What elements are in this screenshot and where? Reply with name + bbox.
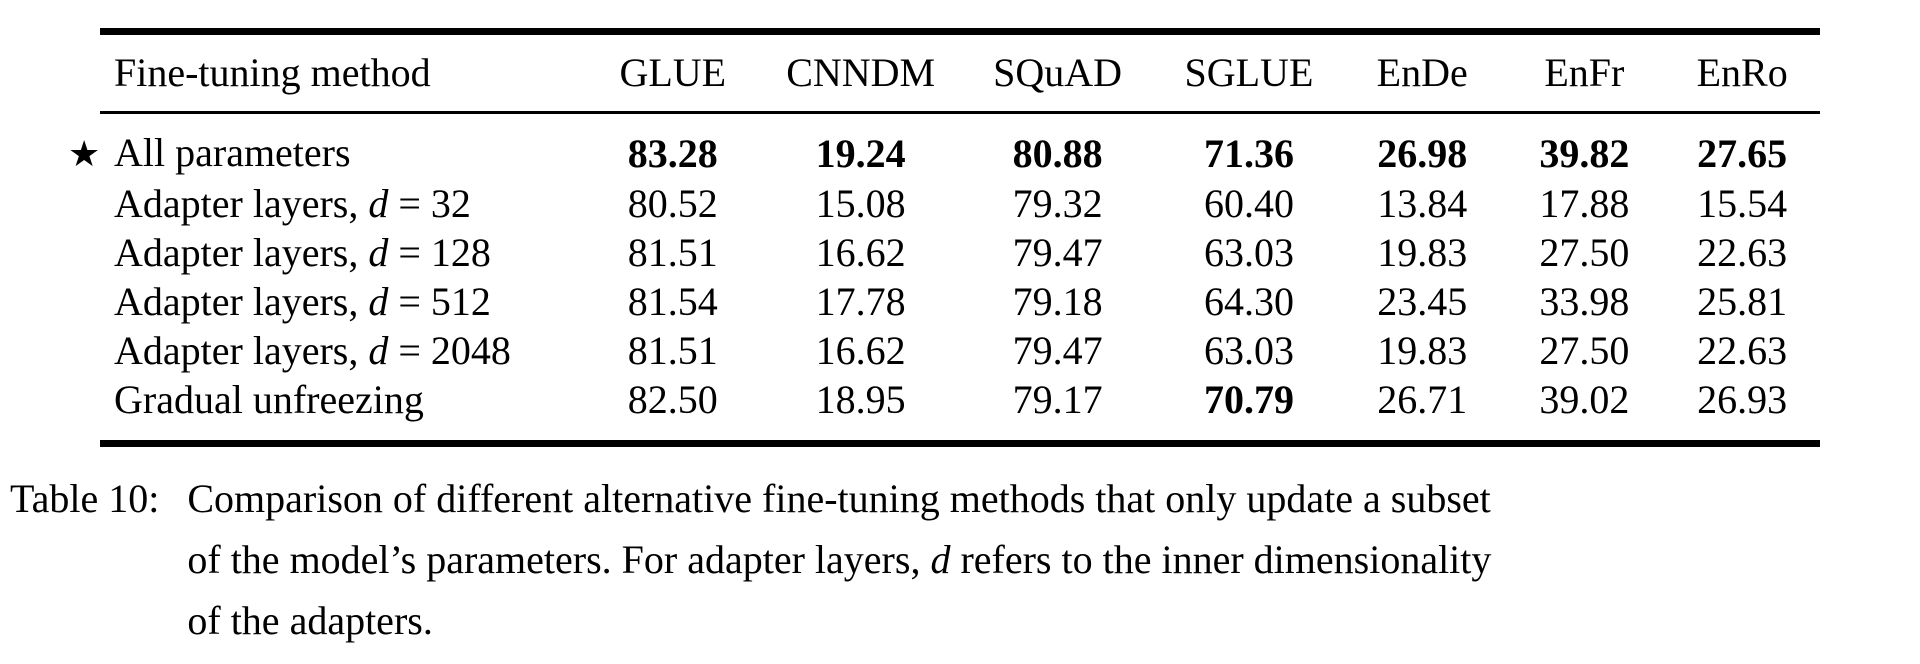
value-cell: 79.18	[1012, 279, 1103, 324]
method-label: Gradual unfreezing	[114, 377, 424, 422]
column-header-glue: GLUE	[581, 31, 764, 114]
caption-line: Comparison of different alternative fine…	[187, 476, 1491, 521]
value-cell: 79.32	[1012, 181, 1103, 226]
value-cell: 33.98	[1539, 279, 1630, 324]
star-icon: ★	[68, 134, 101, 174]
value-cell: 16.62	[815, 230, 906, 275]
table-row: Gradual unfreezing 82.50 18.95 79.17 70.79 26…	[100, 375, 1820, 444]
value-cell: 27.50	[1539, 230, 1630, 275]
table-caption: Table 10: Comparison of different altern…	[10, 468, 1491, 651]
value-cell: 26.93	[1697, 377, 1788, 422]
value-cell: 79.17	[1012, 377, 1103, 422]
value-cell: 81.54	[627, 279, 718, 324]
value-cell: 23.45	[1377, 279, 1468, 324]
value-cell: 79.47	[1012, 230, 1103, 275]
table-row: Adapter layers, d = 128 81.51 16.62 79.47 63…	[100, 228, 1820, 277]
method-cell: Gradual unfreezing	[100, 375, 582, 444]
method-label: Adapter layers, d = 32	[114, 181, 471, 226]
method-cell: Adapter layers, d = 128	[100, 228, 582, 277]
value-cell: 39.82	[1539, 131, 1630, 176]
value-cell: 19.24	[815, 131, 906, 176]
caption-label: Table 10:	[10, 476, 160, 521]
method-label: Adapter layers, d = 512	[114, 279, 491, 324]
caption-text: Comparison of different alternative fine…	[187, 468, 1491, 651]
column-header-enfr: EnFr	[1504, 31, 1665, 114]
value-cell: 18.95	[815, 377, 906, 422]
value-cell: 80.52	[627, 181, 718, 226]
value-cell: 79.47	[1012, 328, 1103, 373]
table-header-row: Fine-tuning method GLUE CNNDM SQuAD SGLUE EnD…	[100, 31, 1820, 114]
value-cell: 80.88	[1012, 131, 1103, 176]
value-cell: 63.03	[1203, 328, 1294, 373]
method-cell: ★ All parameters	[68, 113, 582, 180]
column-header-squad: SQuAD	[957, 31, 1158, 114]
value-cell: 27.50	[1539, 328, 1630, 373]
column-header-enro: EnRo	[1664, 31, 1820, 114]
method-label: Adapter layers, d = 128	[114, 230, 491, 275]
caption-line: of the adapters.	[187, 598, 433, 643]
value-cell: 22.63	[1697, 230, 1788, 275]
method-label: Adapter layers, d = 2048	[114, 328, 511, 373]
value-cell: 63.03	[1203, 230, 1294, 275]
value-cell: 19.83	[1377, 328, 1468, 373]
column-header-sglue: SGLUE	[1157, 31, 1341, 114]
value-cell: 64.30	[1203, 279, 1294, 324]
caption-line: of the model’s parameters. For adapter l…	[187, 537, 1492, 582]
value-cell: 15.08	[815, 181, 906, 226]
table-row: Adapter layers, d = 32 80.52 15.08 79.32 60.…	[100, 179, 1820, 228]
method-label: All parameters	[114, 130, 351, 175]
value-cell: 16.62	[815, 328, 906, 373]
value-cell: 26.71	[1377, 377, 1468, 422]
value-cell: 83.28	[627, 131, 718, 176]
value-cell: 27.65	[1697, 131, 1788, 176]
value-cell: 71.36	[1203, 131, 1294, 176]
value-cell: 17.78	[815, 279, 906, 324]
value-cell: 13.84	[1377, 181, 1468, 226]
value-cell: 17.88	[1539, 181, 1630, 226]
value-cell: 81.51	[627, 328, 718, 373]
value-cell: 22.63	[1697, 328, 1788, 373]
value-cell: 70.79	[1203, 377, 1294, 422]
results-table: Fine-tuning method GLUE CNNDM SQuAD SGLUE EnD…	[68, 28, 1820, 447]
method-cell: Adapter layers, d = 512	[100, 277, 582, 326]
table-row: ★ All parameters 83.28 19.24 80.88 71.36 26.98…	[68, 113, 1820, 180]
value-cell: 19.83	[1377, 230, 1468, 275]
method-cell: Adapter layers, d = 32	[100, 179, 582, 228]
value-cell: 81.51	[627, 230, 718, 275]
value-cell: 82.50	[627, 377, 718, 422]
table-row: Adapter layers, d = 2048 81.51 16.62 79.47 6…	[100, 326, 1820, 375]
value-cell: 39.02	[1539, 377, 1630, 422]
value-cell: 60.40	[1203, 181, 1294, 226]
value-cell: 26.98	[1377, 131, 1468, 176]
table-container: Fine-tuning method GLUE CNNDM SQuAD SGLUE EnD…	[68, 28, 1820, 447]
method-cell: Adapter layers, d = 2048	[100, 326, 582, 375]
column-header-fine-tuning-method: Fine-tuning method	[100, 31, 582, 114]
column-header-ende: EnDe	[1340, 31, 1505, 114]
table-row: Adapter layers, d = 512 81.54 17.78 79.18 64…	[100, 277, 1820, 326]
value-cell: 15.54	[1697, 181, 1788, 226]
value-cell: 25.81	[1697, 279, 1788, 324]
column-header-cnndm: CNNDM	[763, 31, 958, 114]
